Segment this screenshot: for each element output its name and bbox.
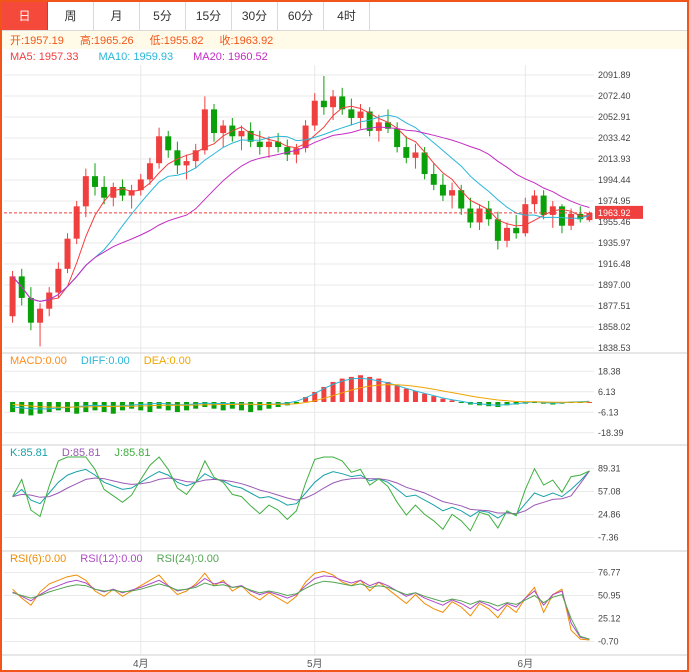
svg-text:1994.44: 1994.44 bbox=[598, 175, 631, 185]
svg-text:6.13: 6.13 bbox=[598, 387, 616, 397]
tab-5min[interactable]: 5分 bbox=[140, 2, 186, 30]
close-value: 收:1963.92 bbox=[219, 35, 274, 47]
svg-text:1877.51: 1877.51 bbox=[598, 301, 631, 311]
svg-text:18.38: 18.38 bbox=[598, 366, 621, 376]
dea-line bbox=[12, 384, 590, 408]
svg-text:24.86: 24.86 bbox=[598, 510, 621, 520]
candles-layer bbox=[9, 75, 593, 347]
svg-text:-6.13: -6.13 bbox=[598, 407, 619, 417]
low-value: 低:1955.82 bbox=[149, 35, 204, 47]
svg-text:5月: 5月 bbox=[307, 658, 323, 670]
svg-text:1838.53: 1838.53 bbox=[598, 343, 631, 353]
tab-60min[interactable]: 60分 bbox=[278, 2, 324, 30]
ma20-line bbox=[12, 126, 590, 302]
period-tabbar: 日 周 月 5分 15分 30分 60分 4时 bbox=[2, 2, 687, 31]
high-value: 高:1965.26 bbox=[79, 35, 134, 47]
open-value: 开:1957.19 bbox=[10, 35, 64, 47]
svg-text:89.31: 89.31 bbox=[598, 464, 621, 474]
tab-30min[interactable]: 30分 bbox=[232, 2, 278, 30]
svg-text:-0.70: -0.70 bbox=[598, 637, 619, 647]
ma-legend: MA5: 1957.33 MA10: 1959.93 MA20: 1960.52 bbox=[2, 49, 687, 65]
svg-text:2013.93: 2013.93 bbox=[598, 154, 631, 164]
tab-15min[interactable]: 15分 bbox=[186, 2, 232, 30]
chart-canvas[interactable]: 2091.89 2072.40 2052.91 2033.42 2013.93 1994.… bbox=[2, 65, 687, 670]
grid-layer: 2091.89 2072.40 2052.91 2033.42 2013.93 1994.… bbox=[2, 65, 687, 670]
svg-text:1955.46: 1955.46 bbox=[598, 217, 631, 227]
tab-4hour[interactable]: 4时 bbox=[324, 2, 370, 30]
svg-text:2052.91: 2052.91 bbox=[598, 112, 631, 122]
tab-day[interactable]: 日 bbox=[2, 2, 48, 30]
svg-text:2033.42: 2033.42 bbox=[598, 133, 631, 143]
d-line bbox=[12, 470, 590, 515]
chart-area: 2091.89 2072.40 2052.91 2033.42 2013.93 1994.… bbox=[2, 65, 687, 670]
svg-text:50.95: 50.95 bbox=[598, 591, 621, 601]
ma20-value: MA20: 1960.52 bbox=[193, 51, 268, 63]
tab-month[interactable]: 月 bbox=[94, 2, 140, 30]
svg-text:2072.40: 2072.40 bbox=[598, 91, 631, 101]
ma5-line bbox=[12, 105, 590, 302]
rsi6-line bbox=[12, 570, 590, 641]
svg-text:2091.89: 2091.89 bbox=[598, 70, 631, 80]
svg-text:25.12: 25.12 bbox=[598, 614, 621, 624]
svg-text:4月: 4月 bbox=[133, 658, 149, 670]
k-line bbox=[12, 468, 590, 519]
svg-text:57.08: 57.08 bbox=[598, 487, 621, 497]
j-line bbox=[12, 456, 590, 532]
svg-text:1974.95: 1974.95 bbox=[598, 196, 631, 206]
svg-text:1935.97: 1935.97 bbox=[598, 238, 631, 248]
rsi12-line bbox=[12, 575, 590, 640]
svg-text:76.77: 76.77 bbox=[598, 568, 621, 578]
diff-line bbox=[12, 377, 590, 410]
ma10-value: MA10: 1959.93 bbox=[98, 51, 174, 63]
rsi24-line bbox=[12, 580, 590, 640]
ohlc-bar: 开:1957.19 高:1965.26 低:1955.82 收:1963.92 bbox=[2, 31, 687, 49]
svg-text:1963.92: 1963.92 bbox=[598, 208, 631, 218]
svg-text:-7.36: -7.36 bbox=[598, 533, 619, 543]
current-price-tag bbox=[595, 205, 643, 219]
svg-text:-18.39: -18.39 bbox=[598, 428, 624, 438]
svg-text:6月: 6月 bbox=[518, 658, 534, 670]
svg-text:1858.02: 1858.02 bbox=[598, 322, 631, 332]
ma10-line bbox=[12, 114, 590, 302]
svg-text:1916.48: 1916.48 bbox=[598, 259, 631, 269]
tab-week[interactable]: 周 bbox=[48, 2, 94, 30]
ma5-value: MA5: 1957.33 bbox=[10, 51, 79, 63]
svg-text:1897.00: 1897.00 bbox=[598, 280, 631, 290]
